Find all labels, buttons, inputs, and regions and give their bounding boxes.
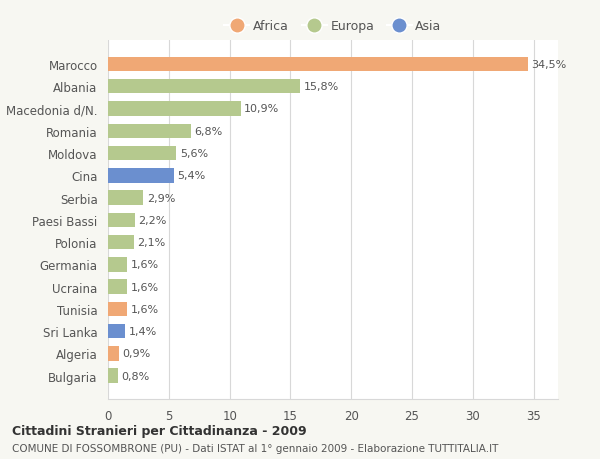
Text: 1,6%: 1,6% xyxy=(131,282,159,292)
Text: 1,4%: 1,4% xyxy=(128,326,157,336)
Text: 5,6%: 5,6% xyxy=(180,149,208,159)
Text: 1,6%: 1,6% xyxy=(131,304,159,314)
Text: COMUNE DI FOSSOMBRONE (PU) - Dati ISTAT al 1° gennaio 2009 - Elaborazione TUTTIT: COMUNE DI FOSSOMBRONE (PU) - Dati ISTAT … xyxy=(12,443,499,453)
Bar xyxy=(108,191,143,205)
Bar xyxy=(108,124,191,139)
Legend: Africa, Europa, Asia: Africa, Europa, Asia xyxy=(220,15,446,38)
Bar xyxy=(108,168,173,183)
Bar xyxy=(108,257,127,272)
Bar xyxy=(108,102,241,117)
Text: 10,9%: 10,9% xyxy=(244,104,280,114)
Bar xyxy=(108,57,527,72)
Text: 5,4%: 5,4% xyxy=(178,171,206,181)
Bar xyxy=(108,324,125,339)
Bar xyxy=(108,280,127,294)
Text: 34,5%: 34,5% xyxy=(531,60,566,70)
Text: 1,6%: 1,6% xyxy=(131,260,159,270)
Bar xyxy=(108,302,127,316)
Bar xyxy=(108,80,300,94)
Bar xyxy=(108,347,119,361)
Text: 2,2%: 2,2% xyxy=(139,215,167,225)
Bar xyxy=(108,235,134,250)
Text: 2,9%: 2,9% xyxy=(147,193,175,203)
Text: 0,9%: 0,9% xyxy=(122,349,151,358)
Text: Cittadini Stranieri per Cittadinanza - 2009: Cittadini Stranieri per Cittadinanza - 2… xyxy=(12,425,307,437)
Bar xyxy=(108,146,176,161)
Text: 2,1%: 2,1% xyxy=(137,238,166,247)
Bar xyxy=(108,369,118,383)
Text: 15,8%: 15,8% xyxy=(304,82,339,92)
Bar xyxy=(108,213,135,228)
Text: 0,8%: 0,8% xyxy=(121,371,149,381)
Text: 6,8%: 6,8% xyxy=(194,127,223,136)
